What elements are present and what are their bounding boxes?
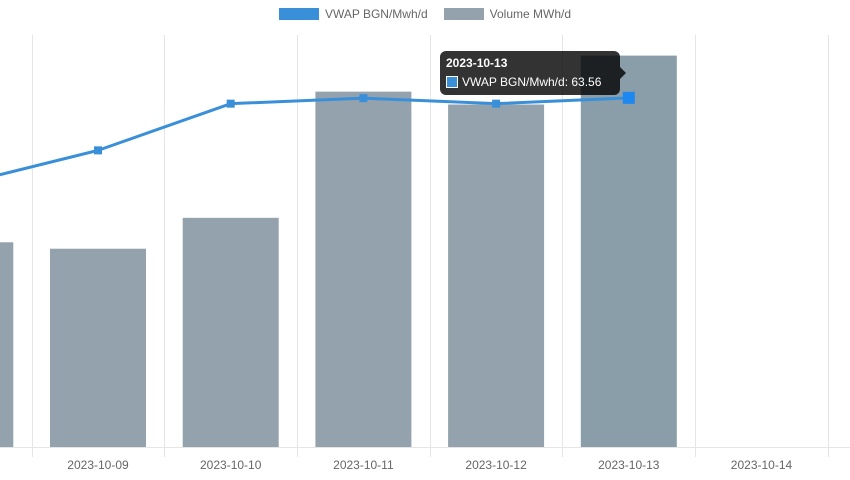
tooltip-caret bbox=[620, 67, 626, 79]
legend-item-volume[interactable]: Volume MWh/d bbox=[443, 7, 572, 21]
x-tick-label: 2023-10-10 bbox=[200, 458, 262, 472]
grid-lines bbox=[0, 35, 850, 457]
x-tick-label: 2023-10-11 bbox=[333, 458, 394, 472]
x-tick-label: 2023-10-14 bbox=[731, 458, 793, 472]
vwap-point[interactable] bbox=[622, 91, 635, 104]
vwap-point[interactable] bbox=[359, 94, 368, 103]
vwap-point[interactable] bbox=[492, 99, 501, 108]
legend-label-volume: Volume MWh/d bbox=[489, 7, 572, 21]
volume-bars bbox=[0, 55, 677, 448]
volume-bar[interactable] bbox=[182, 217, 279, 447]
volume-bar[interactable] bbox=[580, 55, 677, 447]
tooltip-row: VWAP BGN/Mwh/d: 63.56 bbox=[446, 75, 614, 89]
legend-item-vwap[interactable]: VWAP BGN/Mwh/d bbox=[278, 7, 428, 21]
legend-swatch-volume bbox=[443, 8, 484, 20]
chart-tooltip: 2023-10-13 VWAP BGN/Mwh/d: 63.56 bbox=[440, 51, 626, 95]
legend-swatch-vwap bbox=[278, 8, 319, 20]
tooltip-label: VWAP BGN/Mwh/d: 63.56 bbox=[462, 75, 602, 89]
x-tick-label: 2023-10-09 bbox=[67, 458, 129, 472]
x-tick-label: 2023-10-13 bbox=[598, 458, 660, 472]
volume-bar[interactable] bbox=[448, 104, 545, 448]
volume-bar[interactable] bbox=[50, 248, 146, 447]
vwap-point[interactable] bbox=[94, 146, 102, 155]
vwap-point[interactable] bbox=[226, 99, 235, 108]
vwap-line-series bbox=[0, 91, 635, 177]
volume-bar[interactable] bbox=[0, 242, 14, 447]
x-tick-label: 2023-10-12 bbox=[465, 458, 527, 472]
vwap-line bbox=[0, 96, 629, 177]
volume-bar[interactable] bbox=[315, 91, 412, 448]
tooltip-title: 2023-10-13 bbox=[446, 56, 508, 70]
legend-label-vwap: VWAP BGN/Mwh/d bbox=[324, 7, 428, 21]
x-axis-tick-labels: 2023-10-09 2023-10-10 2023-10-11 2023-10-12… bbox=[67, 458, 792, 472]
tooltip-swatch bbox=[446, 76, 458, 88]
chart-legend: VWAP BGN/Mwh/d Volume MWh/d bbox=[0, 7, 850, 21]
